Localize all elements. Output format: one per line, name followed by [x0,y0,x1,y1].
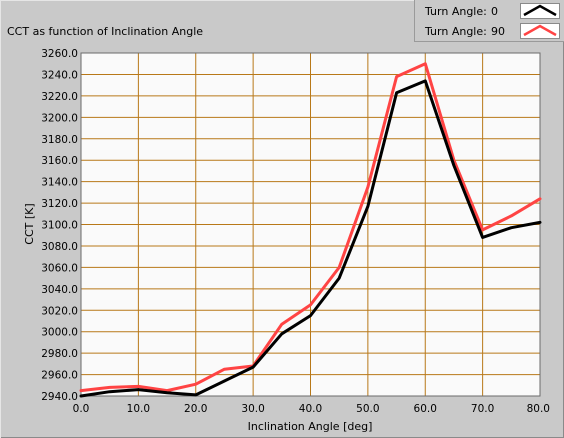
y-tick-label: 3140.0 [41,177,78,189]
y-tick-label: 3000.0 [41,327,78,339]
plot-legend[interactable]: Turn Angle: 0 Turn Angle: 90 [414,0,564,42]
legend-label: Turn Angle: [425,25,487,38]
y-tick-label: 3080.0 [41,241,78,253]
y-tick-label: 3060.0 [41,262,78,274]
legend-value: 0 [491,5,498,18]
series-line-turn-angle-90 [79,62,542,393]
x-tick-label: 10.0 [127,403,150,415]
y-tick-label: 3100.0 [41,220,78,232]
x-tick-label: 20.0 [184,403,207,415]
y-tick-label: 3260.0 [41,48,78,60]
x-tick-label: 30.0 [241,403,264,415]
x-tick-label: 80.0 [527,403,550,415]
y-tick-label: 2960.0 [41,370,78,382]
x-tick-label: 0.0 [73,403,90,415]
y-tick-label: 3200.0 [41,112,78,124]
x-tick-label: 60.0 [414,403,437,415]
series-line-turn-angle-0 [79,79,542,398]
y-tick-label: 2980.0 [41,348,78,360]
legend-swatch-red-line-icon[interactable] [520,23,560,39]
legend-entry-turn-angle-0[interactable]: Turn Angle: 0 [415,1,564,21]
y-tick-label: 3180.0 [41,134,78,146]
y-tick-label: 3240.0 [41,69,78,81]
legend-entry-turn-angle-90[interactable]: Turn Angle: 90 [415,21,564,41]
y-tick-label: 3120.0 [41,198,78,210]
plot-frame [80,52,541,397]
legend-value: 90 [491,25,505,38]
y-tick-label: 3020.0 [41,305,78,317]
legend-swatch-black-line-icon[interactable] [520,3,560,19]
chart-title: CCT as function of Inclination Angle [7,25,204,38]
x-tick-label: 40.0 [299,403,322,415]
y-tick-label: 2940.0 [41,391,78,403]
legend-label: Turn Angle: [425,5,487,18]
y-tick-label: 3160.0 [41,155,78,167]
y-tick-label: 3220.0 [41,91,78,103]
y-tick-label: 3040.0 [41,284,78,296]
x-tick-label: 70.0 [471,403,494,415]
y-axis-label: CCT [K] [23,203,36,244]
x-axis-label: Inclination Angle [deg] [248,420,373,433]
x-tick-label: 50.0 [356,403,379,415]
